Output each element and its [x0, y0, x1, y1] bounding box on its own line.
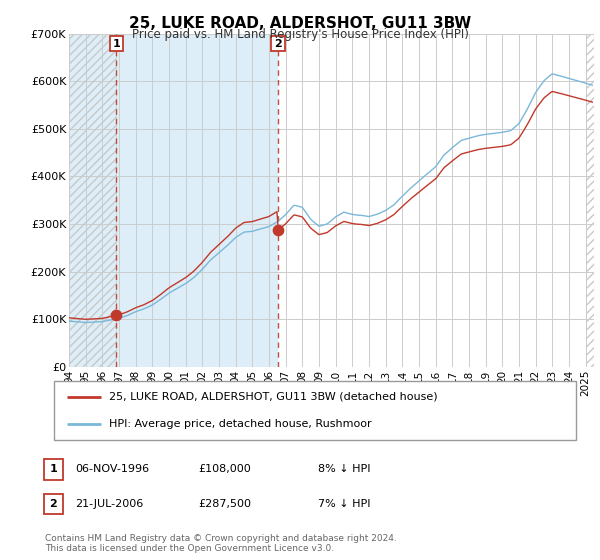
Bar	[116, 34, 278, 367]
Text: 2: 2	[50, 499, 57, 509]
Bar	[69, 34, 116, 367]
FancyBboxPatch shape	[54, 381, 576, 440]
Text: 1: 1	[50, 464, 57, 474]
Text: 25, LUKE ROAD, ALDERSHOT, GU11 3BW (detached house): 25, LUKE ROAD, ALDERSHOT, GU11 3BW (deta…	[109, 391, 437, 402]
Text: 21-JUL-2006: 21-JUL-2006	[75, 499, 143, 509]
Text: £108,000: £108,000	[198, 464, 251, 474]
Text: 2: 2	[274, 39, 282, 49]
Text: Contains HM Land Registry data © Crown copyright and database right 2024.
This d: Contains HM Land Registry data © Crown c…	[45, 534, 397, 553]
Text: 7% ↓ HPI: 7% ↓ HPI	[318, 499, 371, 509]
Text: 06-NOV-1996: 06-NOV-1996	[75, 464, 149, 474]
Bar	[586, 34, 594, 367]
Text: Price paid vs. HM Land Registry's House Price Index (HPI): Price paid vs. HM Land Registry's House …	[131, 28, 469, 41]
Point	[273, 226, 283, 235]
Text: HPI: Average price, detached house, Rushmoor: HPI: Average price, detached house, Rush…	[109, 419, 371, 429]
Point	[112, 311, 121, 320]
Text: 8% ↓ HPI: 8% ↓ HPI	[318, 464, 371, 474]
Text: 1: 1	[112, 39, 120, 49]
Text: £287,500: £287,500	[198, 499, 251, 509]
Text: 25, LUKE ROAD, ALDERSHOT, GU11 3BW: 25, LUKE ROAD, ALDERSHOT, GU11 3BW	[129, 16, 471, 31]
